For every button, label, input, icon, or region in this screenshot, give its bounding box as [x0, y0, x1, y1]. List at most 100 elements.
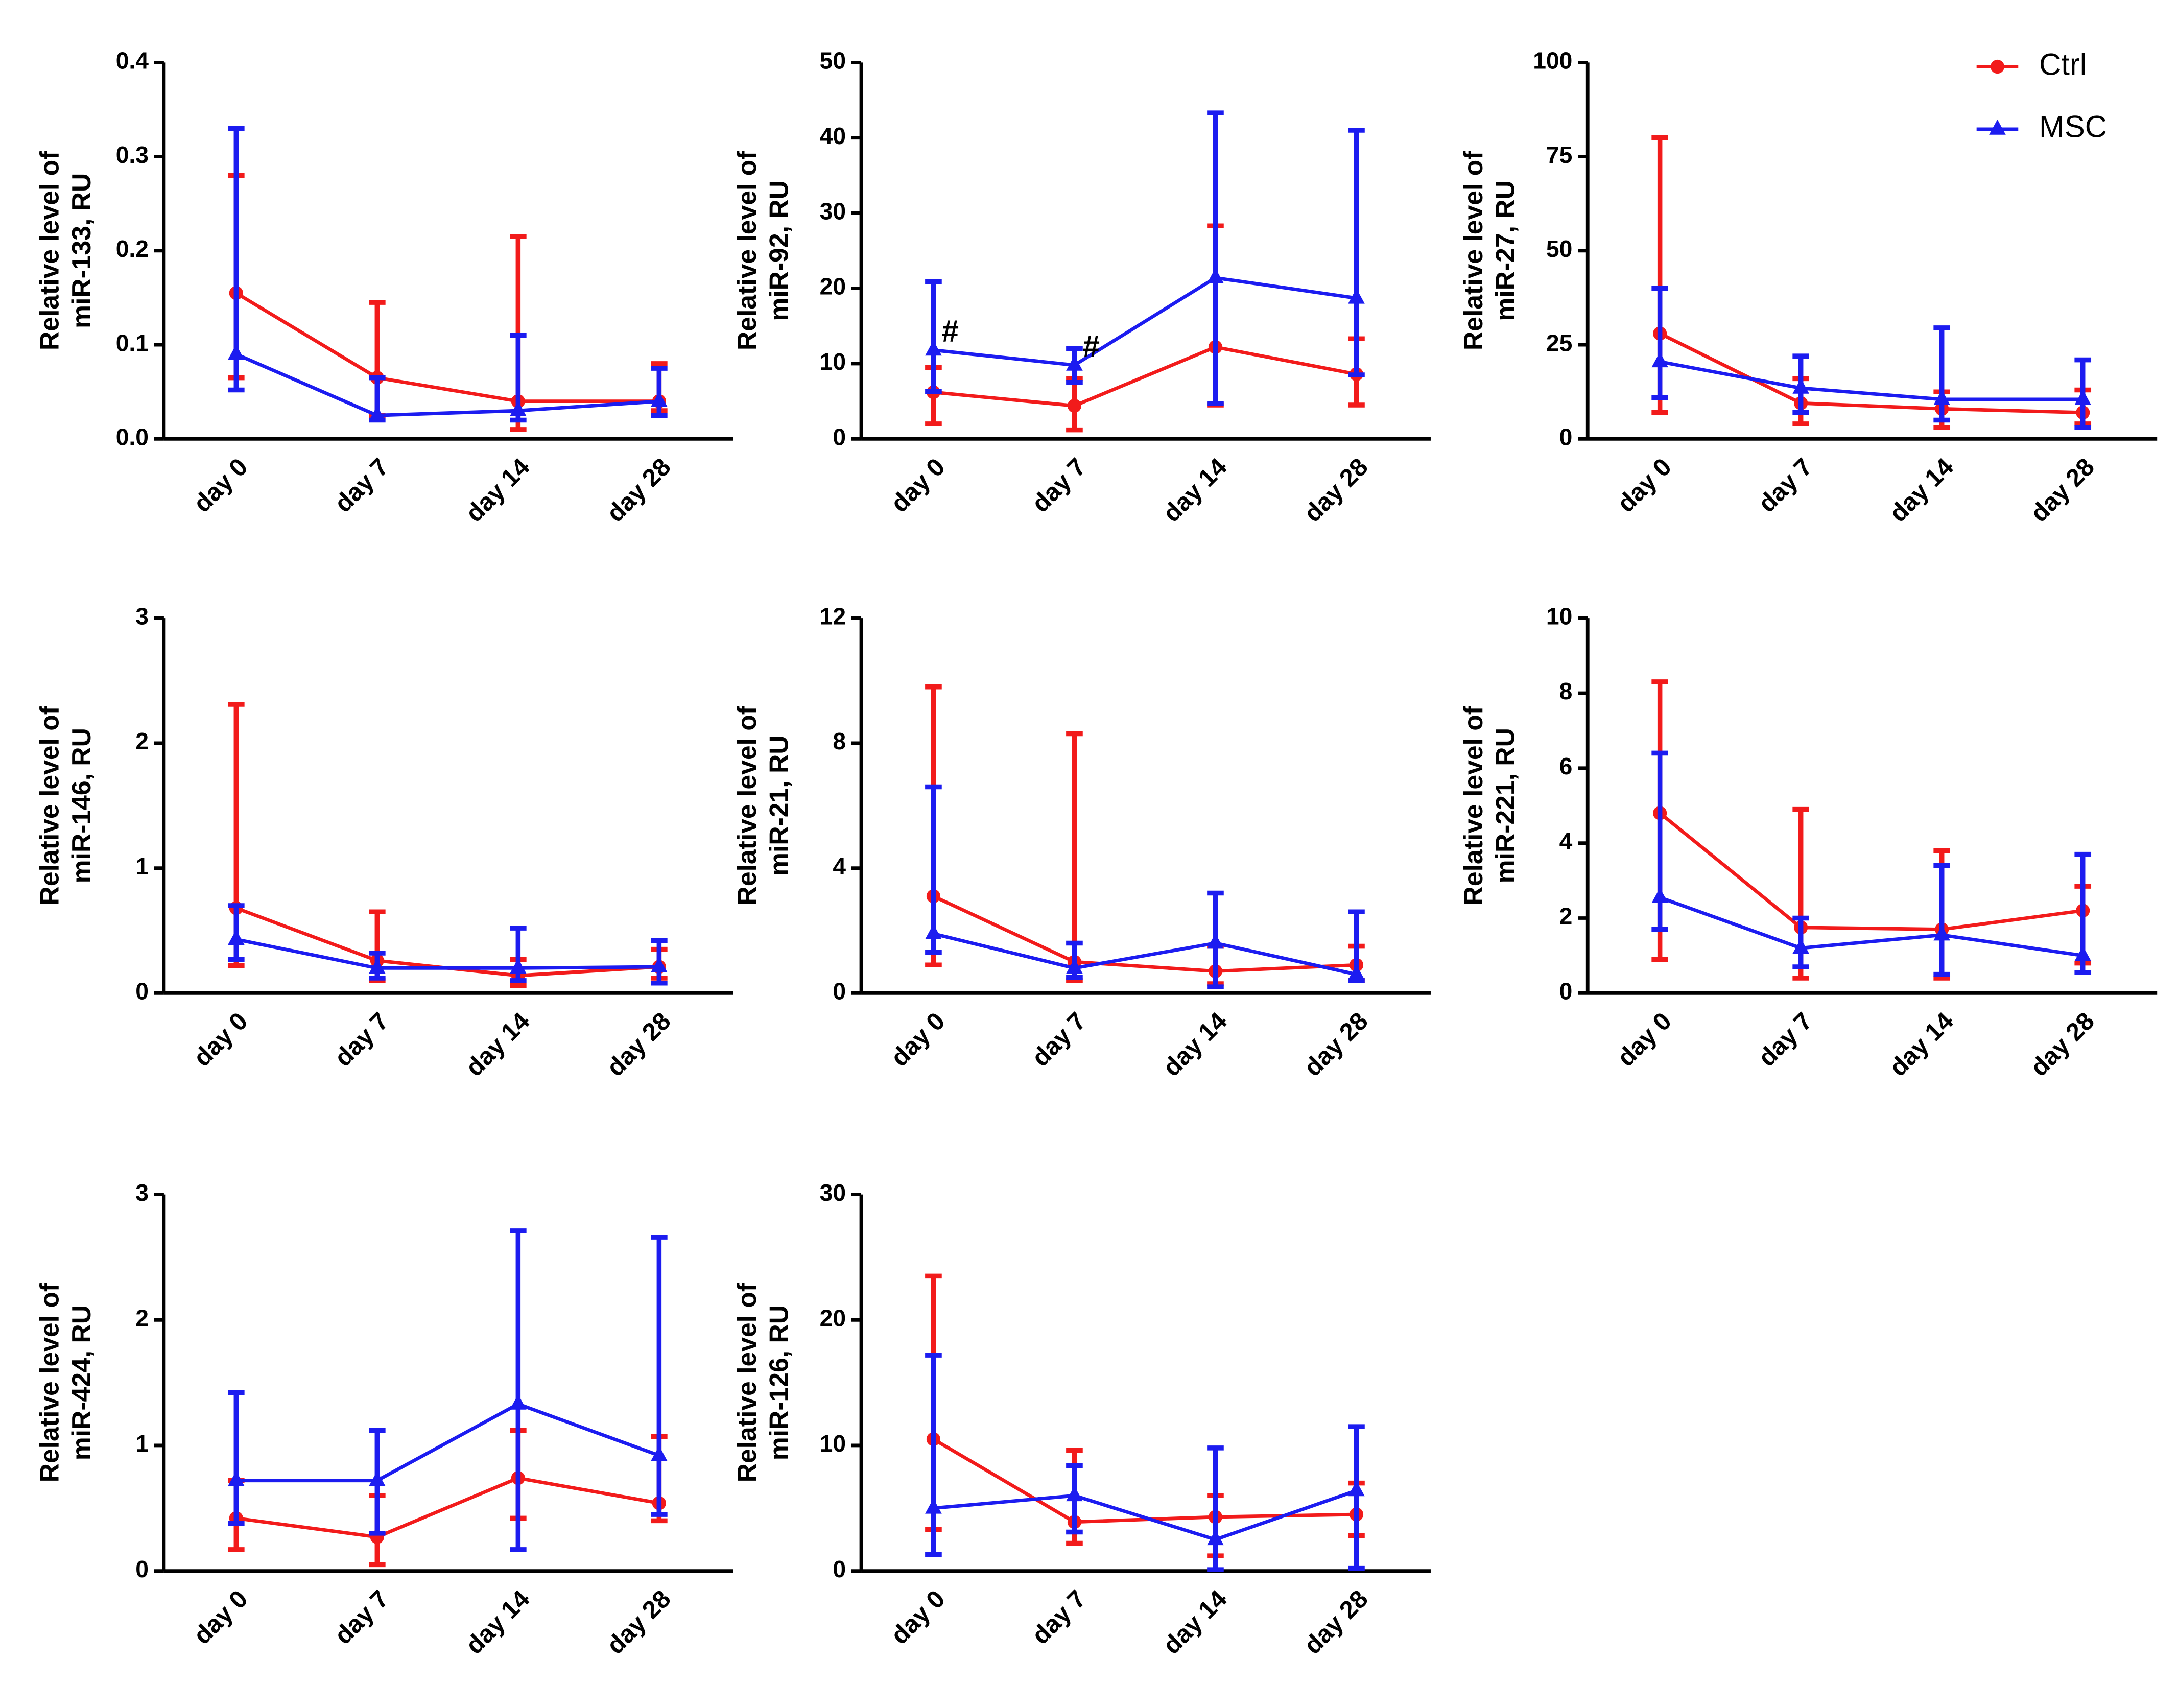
point	[1066, 1486, 1083, 1502]
y-axis-label-line: miR-27, RU	[1490, 180, 1520, 321]
panel: 0 4 8 12 Relative level of miR-21, RU day 0 day…	[731, 603, 1431, 1082]
panel: 0 1 2 3 Relative level of miR-146, RU day 0 day…	[34, 603, 733, 1082]
point	[925, 340, 942, 356]
point	[1207, 933, 1224, 949]
y-tick-label: 12	[820, 603, 846, 629]
y-tick-label: 10	[820, 348, 846, 375]
point	[925, 1498, 942, 1514]
y-axis-label-line: Relative level of	[731, 1283, 761, 1482]
point	[1651, 352, 1668, 368]
y-tick-label: 50	[820, 48, 846, 74]
x-tick-label: day 14	[461, 453, 535, 528]
error-bar	[651, 1235, 668, 1517]
y-tick-label: 0.3	[116, 141, 149, 168]
x-tick-label: day 0	[1612, 453, 1677, 518]
point	[369, 1470, 386, 1486]
point	[1066, 355, 1083, 371]
y-tick-label: 30	[820, 1179, 846, 1206]
series-line	[1659, 895, 2084, 958]
point	[925, 924, 942, 939]
x-tick-label: day 28	[602, 1585, 676, 1659]
series-line	[933, 345, 1357, 408]
x-tick-label: day 7	[1753, 453, 1818, 518]
x-tick-label: day 14	[1158, 1007, 1233, 1082]
panel: 0 2 4 6 8 10 Relative level of miR-221, RU day 0…	[1458, 603, 2158, 1082]
x-tick-label: day 0	[886, 1007, 951, 1072]
y-tick-label: 30	[820, 198, 846, 224]
x-tick-label: day 14	[1884, 1007, 1959, 1082]
y-tick-label: 0	[135, 978, 149, 1005]
y-axis-label-line: Relative level of	[1458, 705, 1488, 905]
x-tick-label: day 28	[2025, 1007, 2100, 1082]
error-bar	[1933, 863, 1951, 977]
point	[1207, 268, 1224, 283]
error-bar	[1066, 731, 1083, 983]
y-tick-label: 20	[820, 1305, 846, 1332]
y-axis-label: Relative level of miR-27, RU	[1458, 151, 1520, 350]
point	[2074, 389, 2092, 405]
y-axis-label: Relative level of miR-92, RU	[731, 151, 793, 350]
legend-label: MSC	[2039, 110, 2107, 144]
error-bar	[1651, 286, 1668, 400]
x-tick-label: day 14	[461, 1007, 535, 1082]
y-axis-label-line: miR-21, RU	[764, 735, 793, 876]
x-tick-label: day 28	[1299, 453, 1374, 528]
y-tick-label: 0	[1559, 424, 1573, 450]
y-tick-label: 0	[833, 1556, 846, 1582]
series-line	[1659, 331, 2083, 415]
point	[651, 1445, 668, 1461]
x-tick-label: day 14	[1158, 453, 1233, 528]
y-tick-label: 1	[135, 853, 149, 880]
series-line	[932, 894, 1357, 973]
point	[651, 957, 668, 972]
y-tick-label: 0.4	[116, 48, 149, 74]
y-axis-label-line: miR-221, RU	[1490, 728, 1520, 883]
legend-marker	[1990, 59, 2005, 74]
x-tick-label: day 0	[1612, 1007, 1677, 1072]
y-axis-label: Relative level of miR-221, RU	[1458, 705, 1520, 905]
error-bar	[1348, 1424, 1365, 1571]
point	[1207, 1530, 1224, 1546]
point	[1792, 938, 1809, 954]
panel: 0 25 50 75 100 Relative level of miR-27, RU day…	[1458, 47, 2158, 528]
series-line	[236, 1402, 660, 1483]
y-tick-label: 1	[135, 1430, 149, 1457]
x-tick-label: day 7	[1027, 1585, 1092, 1650]
panel: 0.0 0.1 0.2 0.3 0.4 Relative level of miR-133,…	[34, 48, 733, 528]
x-tick-label: day 7	[329, 1007, 394, 1072]
point	[227, 1470, 245, 1486]
y-tick-label: 25	[1546, 329, 1572, 356]
series-line	[235, 1476, 659, 1539]
y-tick-label: 8	[1559, 678, 1573, 704]
y-tick-label: 0	[135, 1556, 149, 1582]
error-bar	[1207, 1445, 1224, 1572]
y-tick-label: 8	[833, 728, 846, 754]
y-axis-label: Relative level of miR-424, RU	[34, 1283, 96, 1482]
y-tick-label: 40	[820, 123, 846, 149]
legend-marker	[1989, 119, 2006, 135]
point	[651, 391, 668, 407]
y-tick-label: 0	[833, 978, 846, 1005]
series-line	[235, 352, 659, 417]
y-axis-label-line: Relative level of	[731, 151, 761, 350]
error-bar	[510, 1228, 527, 1552]
error-bar	[227, 1390, 245, 1526]
series-line	[933, 932, 1357, 976]
y-tick-label: 2	[135, 1305, 149, 1332]
y-axis-label-line: Relative level of	[1458, 151, 1488, 350]
point	[1792, 378, 1809, 394]
y-axis-label-line: Relative level of	[34, 151, 64, 350]
point	[2074, 945, 2092, 961]
x-tick-label: day 28	[602, 453, 676, 528]
x-tick-label: day 0	[886, 453, 951, 518]
y-axis-label-line: miR-92, RU	[764, 180, 793, 321]
series-line	[235, 937, 659, 970]
point	[1067, 398, 1082, 413]
y-tick-label: 75	[1546, 141, 1572, 168]
point	[369, 958, 386, 974]
y-tick-label: 0	[1559, 978, 1573, 1005]
x-tick-label: day 0	[188, 1007, 253, 1072]
point	[510, 401, 527, 416]
